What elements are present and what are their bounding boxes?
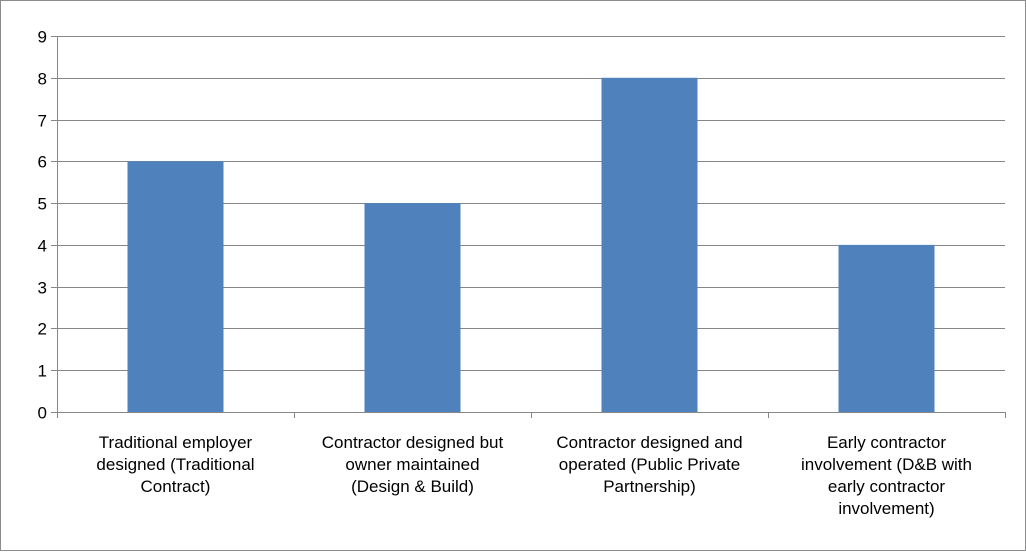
y-tick-label-9: 9 xyxy=(38,28,47,47)
y-tick-label-1: 1 xyxy=(38,362,47,381)
y-tick-label-0: 0 xyxy=(38,404,47,423)
category-label-2-line-1: Contractor designed but xyxy=(322,433,504,452)
category-label-3-line-3: Partnership) xyxy=(603,477,696,496)
category-label-3-line-2: operated (Public Private xyxy=(559,455,740,474)
y-tick-label-5: 5 xyxy=(38,195,47,214)
category-label-1-line-3: Contract) xyxy=(141,477,211,496)
y-tick-label-2: 2 xyxy=(38,320,47,339)
category-label-1-line-1: Traditional employer xyxy=(99,433,253,452)
category-label-4-line-1: Early contractor xyxy=(827,433,946,452)
category-label-2-line-2: owner maintained xyxy=(345,455,479,474)
category-label-4-line-4: involvement) xyxy=(838,499,934,518)
y-tick-label-8: 8 xyxy=(38,70,47,89)
y-tick-label-3: 3 xyxy=(38,279,47,298)
category-label-2-line-3: (Design & Build) xyxy=(351,477,474,496)
bar-2 xyxy=(364,203,461,412)
y-tick-label-6: 6 xyxy=(38,153,47,172)
category-label-3-line-1: Contractor designed and xyxy=(556,433,742,452)
category-label-4-line-2: involvement (D&B with xyxy=(801,455,972,474)
bar-3 xyxy=(601,77,698,413)
bar-4 xyxy=(838,244,935,412)
y-tick-label-4: 4 xyxy=(38,237,47,256)
category-label-4-line-3: early contractor xyxy=(828,477,945,496)
category-label-1-line-2: designed (Traditional xyxy=(96,455,254,474)
y-tick-label-7: 7 xyxy=(38,112,47,131)
bar-1 xyxy=(127,161,224,412)
